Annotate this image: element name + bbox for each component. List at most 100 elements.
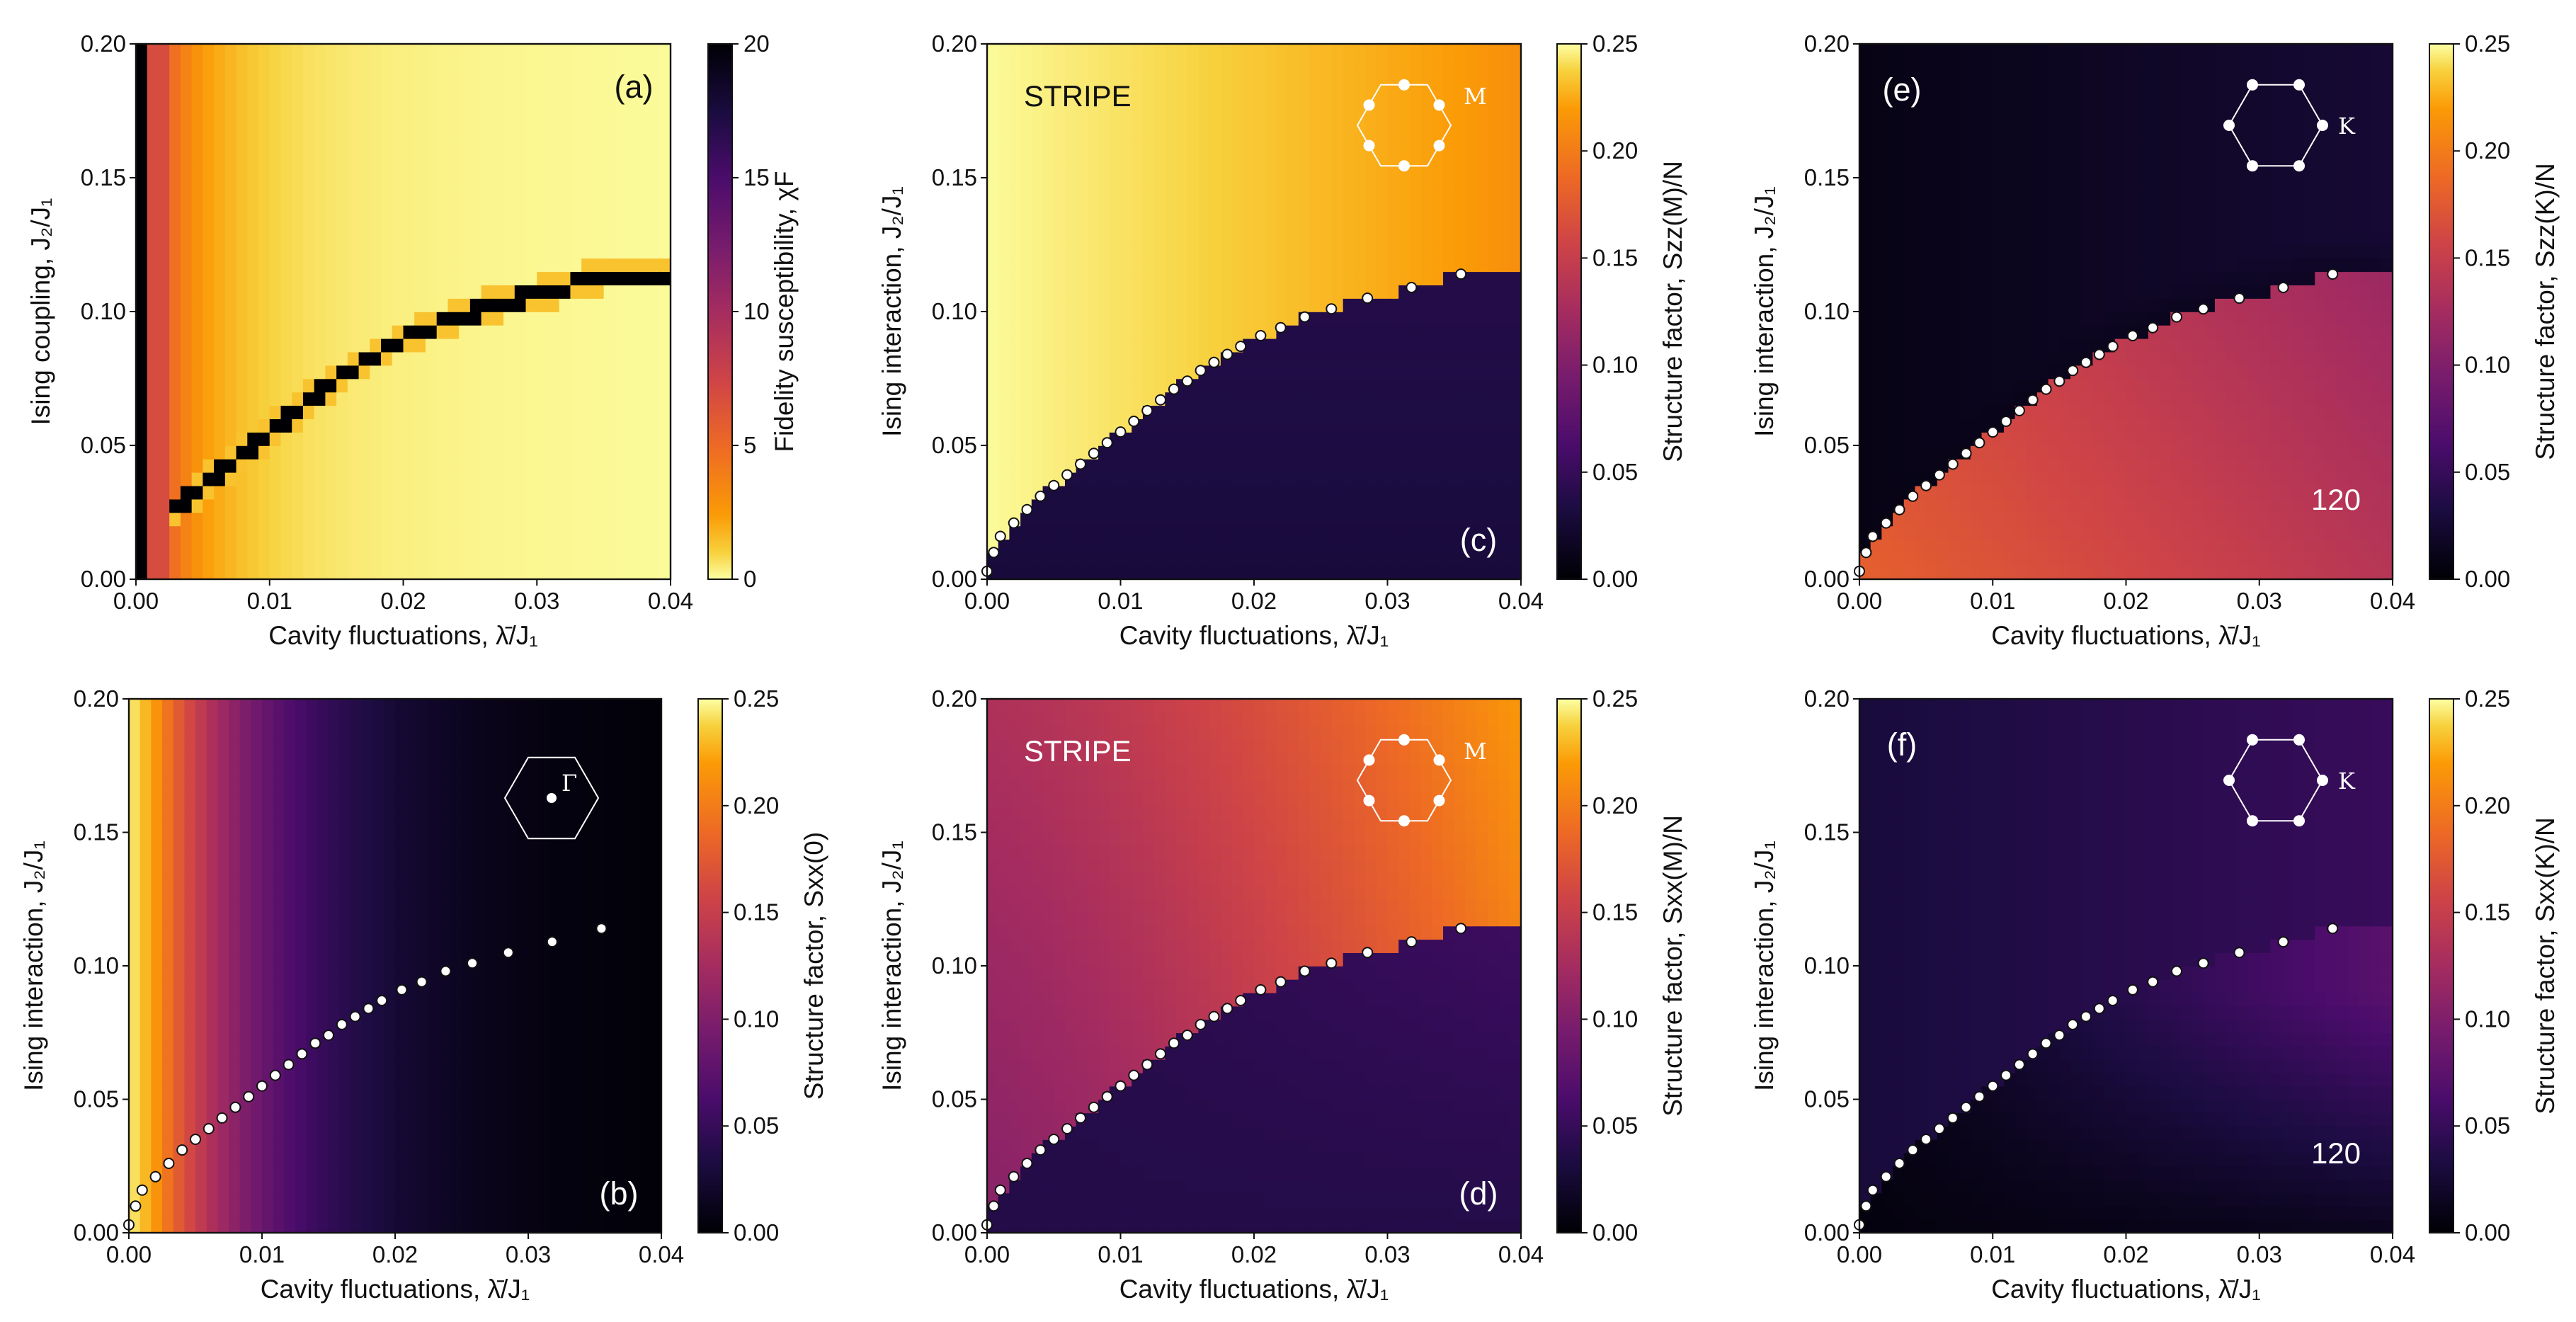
heatmap-cell (139, 699, 152, 713)
heatmap-cell (214, 539, 226, 553)
heatmap-cell (217, 859, 229, 873)
heatmap-cell (317, 819, 329, 833)
heatmap-cell (392, 97, 404, 112)
heatmap-cell (136, 566, 148, 580)
heatmap-cell (450, 1139, 462, 1153)
heatmap-cell (537, 44, 549, 58)
heatmap-cell (203, 525, 215, 540)
panel-label: (a) (615, 69, 654, 105)
heatmap-cell (180, 271, 193, 285)
heatmap-cell (1243, 324, 1255, 339)
heatmap-cell (592, 244, 605, 259)
heatmap-cell (648, 405, 661, 419)
heatmap-cell (1265, 231, 1277, 246)
heatmap-cell (381, 164, 393, 178)
heatmap-cell (403, 525, 416, 540)
heatmap-cell (1142, 298, 1155, 312)
heatmap-cell (1231, 539, 1244, 553)
heatmap-cell (462, 712, 474, 726)
heatmap-cell (314, 378, 326, 393)
heatmap-cell (428, 899, 440, 913)
heatmap-cell (572, 912, 585, 927)
heatmap-cell (236, 498, 249, 513)
heatmap-cell (217, 1152, 229, 1167)
heatmap-cell (626, 44, 638, 58)
heatmap-cell (528, 1059, 540, 1073)
heatmap-cell (284, 925, 296, 940)
heatmap-cell (129, 779, 141, 793)
heatmap-cell (503, 338, 515, 353)
heatmap-cell (151, 752, 163, 767)
heatmap-cell (247, 285, 259, 299)
heatmap-cell (317, 925, 329, 940)
heatmap-cell (139, 1032, 152, 1047)
heatmap-cell (325, 298, 337, 312)
heatmap-cell (650, 779, 662, 793)
heatmap-cell (147, 84, 159, 98)
heatmap-cell (206, 1032, 219, 1047)
heatmap-cell (336, 458, 348, 473)
heatmap-cell (525, 351, 538, 366)
heatmap-cell (302, 217, 315, 232)
heatmap-cell (262, 1139, 274, 1153)
heatmap-cell (506, 725, 518, 740)
heatmap-cell (306, 1085, 319, 1100)
heatmap-cell (269, 84, 282, 98)
heatmap-cell (550, 805, 562, 820)
heatmap-cell (180, 164, 193, 178)
heatmap-cell (292, 445, 304, 460)
heatmap-cell (191, 231, 204, 246)
heatmap-cell (428, 925, 440, 940)
heatmap-cell (1209, 566, 1221, 580)
heatmap-cell (469, 458, 482, 473)
heatmap-cell (129, 912, 141, 927)
heatmap-cell (428, 859, 440, 873)
heatmap-cell (1132, 485, 1144, 500)
heatmap-cell (325, 392, 337, 406)
heatmap-cell (184, 832, 196, 847)
heatmap-cell (639, 992, 651, 1007)
heatmap-cell (628, 1072, 640, 1087)
heatmap-cell (336, 312, 348, 326)
heatmap-cell (251, 1206, 263, 1220)
heatmap-cell (987, 324, 999, 339)
heatmap-cell (1042, 151, 1055, 165)
heatmap-cell (1020, 298, 1032, 312)
heatmap-cell (395, 939, 407, 953)
heatmap-cell (1120, 164, 1133, 178)
heatmap-cell (617, 845, 629, 860)
heatmap-cell (605, 925, 618, 940)
heatmap-cell (1054, 298, 1066, 312)
heatmap-cell (628, 912, 640, 927)
heatmap-cell (339, 819, 352, 833)
heatmap-cell (1153, 70, 1166, 85)
heatmap-cell (1265, 124, 1277, 139)
heatmap-cell (484, 1219, 496, 1233)
heatmap-cell (214, 445, 226, 460)
heatmap-cell (414, 566, 426, 580)
heatmap-cell (224, 97, 237, 112)
heatmap-cell (639, 939, 651, 953)
heatmap-cell (550, 699, 562, 713)
heatmap-cell (317, 952, 329, 967)
heatmap-cell (1098, 151, 1110, 165)
heatmap-cell (173, 1059, 186, 1073)
heatmap-cell (239, 966, 252, 980)
heatmap-cell (139, 1166, 152, 1180)
heatmap-cell (358, 418, 371, 433)
heatmap-cell (372, 1099, 385, 1114)
heatmap-cell (295, 966, 307, 980)
heatmap-cell (617, 712, 629, 726)
heatmap-cell (1209, 84, 1221, 98)
heatmap-cell (572, 1152, 585, 1167)
colorbar-tick-label: 0.05 (734, 1112, 779, 1139)
heatmap-cell (169, 44, 181, 58)
heatmap-cell (583, 1139, 595, 1153)
heatmap-cell (1132, 285, 1144, 299)
heatmap-cell (1153, 110, 1166, 125)
heatmap-cell (129, 979, 141, 993)
heatmap-cell (136, 458, 148, 473)
heatmap-cell (317, 845, 329, 860)
heatmap-cell (1243, 458, 1255, 473)
heatmap-cell (428, 1046, 440, 1060)
